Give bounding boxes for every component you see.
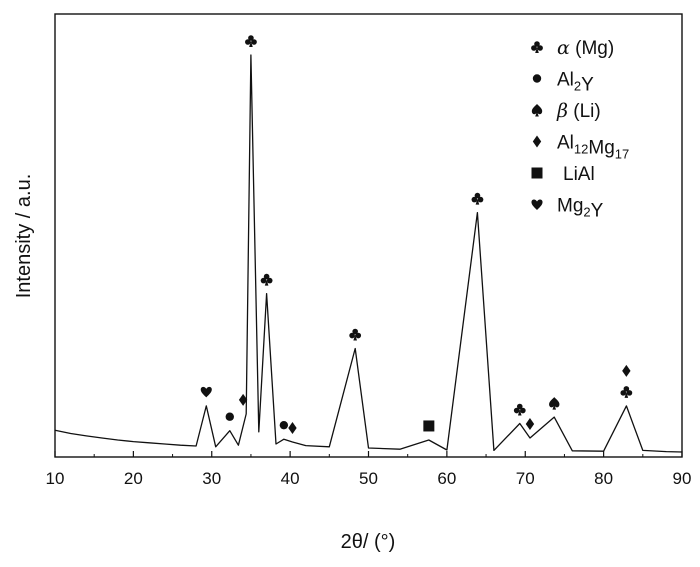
x-tick-label-70: 70 (516, 469, 535, 488)
x-tick-label-20: 20 (124, 469, 143, 488)
legend-label: Mg2Y (557, 196, 604, 222)
x-tick-label-90: 90 (673, 469, 692, 488)
legend-item: α (Mg) (531, 37, 614, 59)
legend-label: Al2Y (557, 70, 594, 96)
x-tick-label-50: 50 (359, 469, 378, 488)
circle-legend-icon (532, 74, 542, 83)
heart-marker (200, 386, 212, 398)
legend-label: α (Mg) (557, 37, 614, 59)
legend-item: β (Li) (531, 100, 601, 122)
x-axis-ticks (54, 451, 683, 457)
x-axis-tick-labels: 10 20 30 40 50 60 70 80 90 (46, 469, 692, 488)
legend-item: Al2Y (532, 70, 594, 96)
x-tick-label-80: 80 (594, 469, 613, 488)
club-marker (260, 273, 273, 286)
xrd-pattern-line (54, 54, 683, 453)
club-marker (349, 328, 362, 341)
legend-label: LiAl (563, 164, 595, 185)
legend-item: Al12Mg17 (532, 133, 629, 162)
diamond-marker (622, 364, 631, 377)
x-tick-label-40: 40 (281, 469, 300, 488)
diamond-marker (288, 421, 297, 434)
club-marker (471, 192, 484, 205)
club-marker (620, 386, 633, 398)
legend-item: LiAl (531, 164, 595, 185)
heart-legend-icon (531, 199, 543, 210)
x-tick-label-60: 60 (437, 469, 456, 488)
spade-legend-icon (531, 104, 543, 117)
legend-label: Al12Mg17 (557, 133, 629, 162)
club-marker (513, 403, 526, 416)
circle-marker (279, 420, 289, 430)
peak-markers (200, 35, 633, 434)
y-axis-title: Intensity / a.u. (13, 174, 35, 299)
club-legend-icon (531, 41, 543, 53)
legend-item: Mg2Y (531, 196, 604, 222)
diamond-legend-icon (532, 135, 542, 148)
x-tick-label-10: 10 (46, 469, 65, 488)
spade-marker (549, 397, 560, 410)
diamond-marker (525, 417, 535, 430)
circle-marker (225, 412, 234, 421)
legend-label: β (Li) (556, 100, 601, 122)
x-tick-label-30: 30 (202, 469, 221, 488)
x-axis-title: 2θ/ (°) (341, 531, 396, 553)
square-legend-icon (531, 167, 543, 179)
club-marker (245, 35, 257, 47)
square-marker (423, 420, 435, 432)
